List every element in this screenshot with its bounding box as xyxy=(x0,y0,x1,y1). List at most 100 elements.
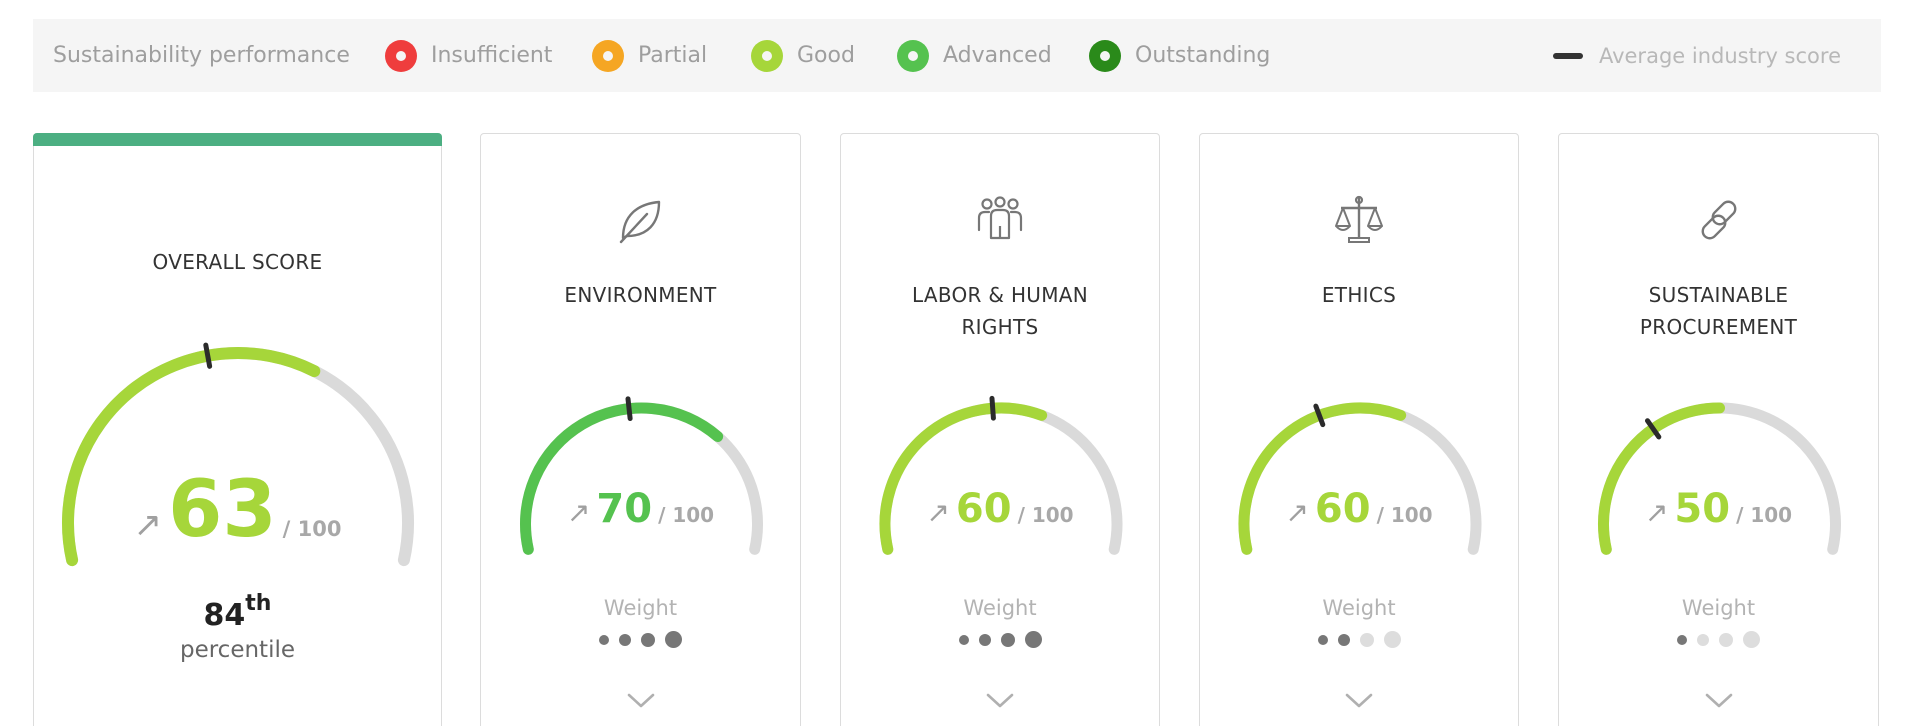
card-title: OVERALL SCORE xyxy=(152,250,323,274)
card-title: ENVIRONMENT xyxy=(564,283,717,307)
chevron-down-icon[interactable] xyxy=(985,690,1015,710)
weight-dot xyxy=(958,634,969,645)
industry-average-marker xyxy=(1644,418,1662,440)
weight-indicator xyxy=(1200,631,1518,648)
weight-dot xyxy=(641,632,655,647)
card-accent-stripe xyxy=(33,133,442,146)
score-value: 60 xyxy=(955,486,1012,532)
weight-dot xyxy=(665,631,682,648)
legend-item-insufficient: Insufficient xyxy=(385,39,553,72)
weight-label: Weight xyxy=(1681,596,1756,620)
link-icon xyxy=(1701,200,1736,240)
category-score: ↗ 60 / 100 xyxy=(841,486,1159,532)
overall-score-card: OVERALL SCORE ↗ 63 / 100 84th percentile xyxy=(33,133,442,726)
legend-average: Average industry score xyxy=(1552,43,1841,68)
weight-dot xyxy=(1359,632,1374,647)
chevron-down-icon[interactable] xyxy=(626,690,656,710)
score-max: / 100 xyxy=(658,503,715,527)
weight-indicator xyxy=(841,631,1159,648)
score-max: / 100 xyxy=(1376,503,1433,527)
weight-dot xyxy=(1317,634,1328,645)
category-score-gauge xyxy=(520,396,763,555)
category-score-gauge xyxy=(1238,402,1482,555)
status-dot-icon xyxy=(1089,39,1121,72)
weight-dot xyxy=(1743,631,1760,648)
status-dot-icon xyxy=(592,39,624,72)
weight-dot xyxy=(619,633,631,646)
weight-dot xyxy=(978,633,991,646)
weight-dot xyxy=(1697,633,1709,646)
industry-average-marker xyxy=(1313,403,1326,428)
percentile-label: percentile xyxy=(179,637,296,663)
status-dot-icon xyxy=(385,39,417,72)
category-score: ↗ 70 / 100 xyxy=(481,486,800,532)
weight-dot xyxy=(1383,631,1401,648)
weight-dot xyxy=(599,634,609,645)
category-gauge-fill xyxy=(879,402,1048,555)
category-gauge-fill xyxy=(1598,402,1725,555)
legend-item-partial: Partial xyxy=(592,39,708,72)
score-max: / 100 xyxy=(282,517,342,541)
industry-average-marker xyxy=(989,395,996,421)
industry-average-marker xyxy=(203,342,213,369)
legend-label: Outstanding xyxy=(1135,43,1271,68)
weight-indicator xyxy=(481,631,800,648)
category-score: ↗ 50 / 100 xyxy=(1559,486,1878,532)
legend-item-advanced: Advanced xyxy=(897,39,1052,72)
score-max: / 100 xyxy=(1017,503,1074,527)
overall-score: ↗ 63 / 100 xyxy=(34,465,441,555)
legend-title: Sustainability performance xyxy=(53,43,350,68)
legend-label: Advanced xyxy=(943,43,1052,68)
trend-up-icon: ↗ xyxy=(566,496,591,529)
category-score-gauge xyxy=(879,395,1123,555)
score-value: 63 xyxy=(168,465,277,555)
score-value: 50 xyxy=(1674,486,1731,532)
chevron-down-icon[interactable] xyxy=(1704,690,1734,710)
legend-item-outstanding: Outstanding xyxy=(1089,39,1271,72)
category-card-environment[interactable]: ENVIRONMENT ↗ 70 / 100 Weight xyxy=(480,133,801,726)
legend-average-label: Average industry score xyxy=(1598,43,1841,68)
category-score: ↗ 60 / 100 xyxy=(1200,486,1518,532)
legend-label: Partial xyxy=(638,43,708,68)
legend-bar: Sustainability performance Insufficient … xyxy=(33,19,1881,92)
weight-dot xyxy=(1337,633,1350,646)
legend-label: Insufficient xyxy=(431,43,553,68)
card-title: ETHICS xyxy=(1321,283,1397,307)
category-score-gauge xyxy=(1598,402,1841,555)
percentile-value: 84th xyxy=(203,591,272,633)
industry-average-marker xyxy=(625,396,633,422)
score-value: 70 xyxy=(596,486,653,532)
category-card-sustainable-procurement[interactable]: SUSTAINABLE PROCUREMENT ↗ 50 / 100 Weigh… xyxy=(1558,133,1879,726)
category-card-labor-human-rights[interactable]: LABOR & HUMAN RIGHTS ↗ 60 / 100 Weight xyxy=(840,133,1160,726)
category-gauge-fill xyxy=(520,402,724,555)
legend-label: Good xyxy=(797,43,855,68)
card-title: LABOR & HUMAN RIGHTS xyxy=(911,283,1089,339)
scales-icon xyxy=(1335,195,1383,243)
category-gauge-fill xyxy=(1238,402,1407,555)
weight-dot xyxy=(1000,632,1015,647)
legend-item-good: Good xyxy=(751,39,855,72)
overall-score-gauge xyxy=(62,342,414,567)
trend-up-icon: ↗ xyxy=(133,505,163,545)
overall-gauge-fill xyxy=(62,347,321,567)
weight-dot xyxy=(1024,631,1042,648)
card-title: SUSTAINABLE PROCUREMENT xyxy=(1639,283,1798,339)
weight-label: Weight xyxy=(963,596,1037,620)
weight-label: Weight xyxy=(1322,596,1396,620)
people-icon xyxy=(977,196,1023,240)
trend-up-icon: ↗ xyxy=(926,496,950,529)
chevron-down-icon[interactable] xyxy=(1344,690,1374,710)
status-dot-icon xyxy=(897,39,929,72)
leaf-icon xyxy=(619,200,660,244)
trend-up-icon: ↗ xyxy=(1285,496,1309,529)
weight-label: Weight xyxy=(603,596,678,620)
score-max: / 100 xyxy=(1736,503,1793,527)
trend-up-icon: ↗ xyxy=(1644,496,1669,529)
weight-dot xyxy=(1719,632,1733,647)
status-dot-icon xyxy=(751,39,783,72)
score-value: 60 xyxy=(1314,486,1371,532)
average-marker-icon xyxy=(1552,52,1583,59)
category-card-ethics[interactable]: ETHICS ↗ 60 / 100 Weight xyxy=(1199,133,1519,726)
weight-dot xyxy=(1677,634,1687,645)
weight-indicator xyxy=(1559,631,1878,648)
